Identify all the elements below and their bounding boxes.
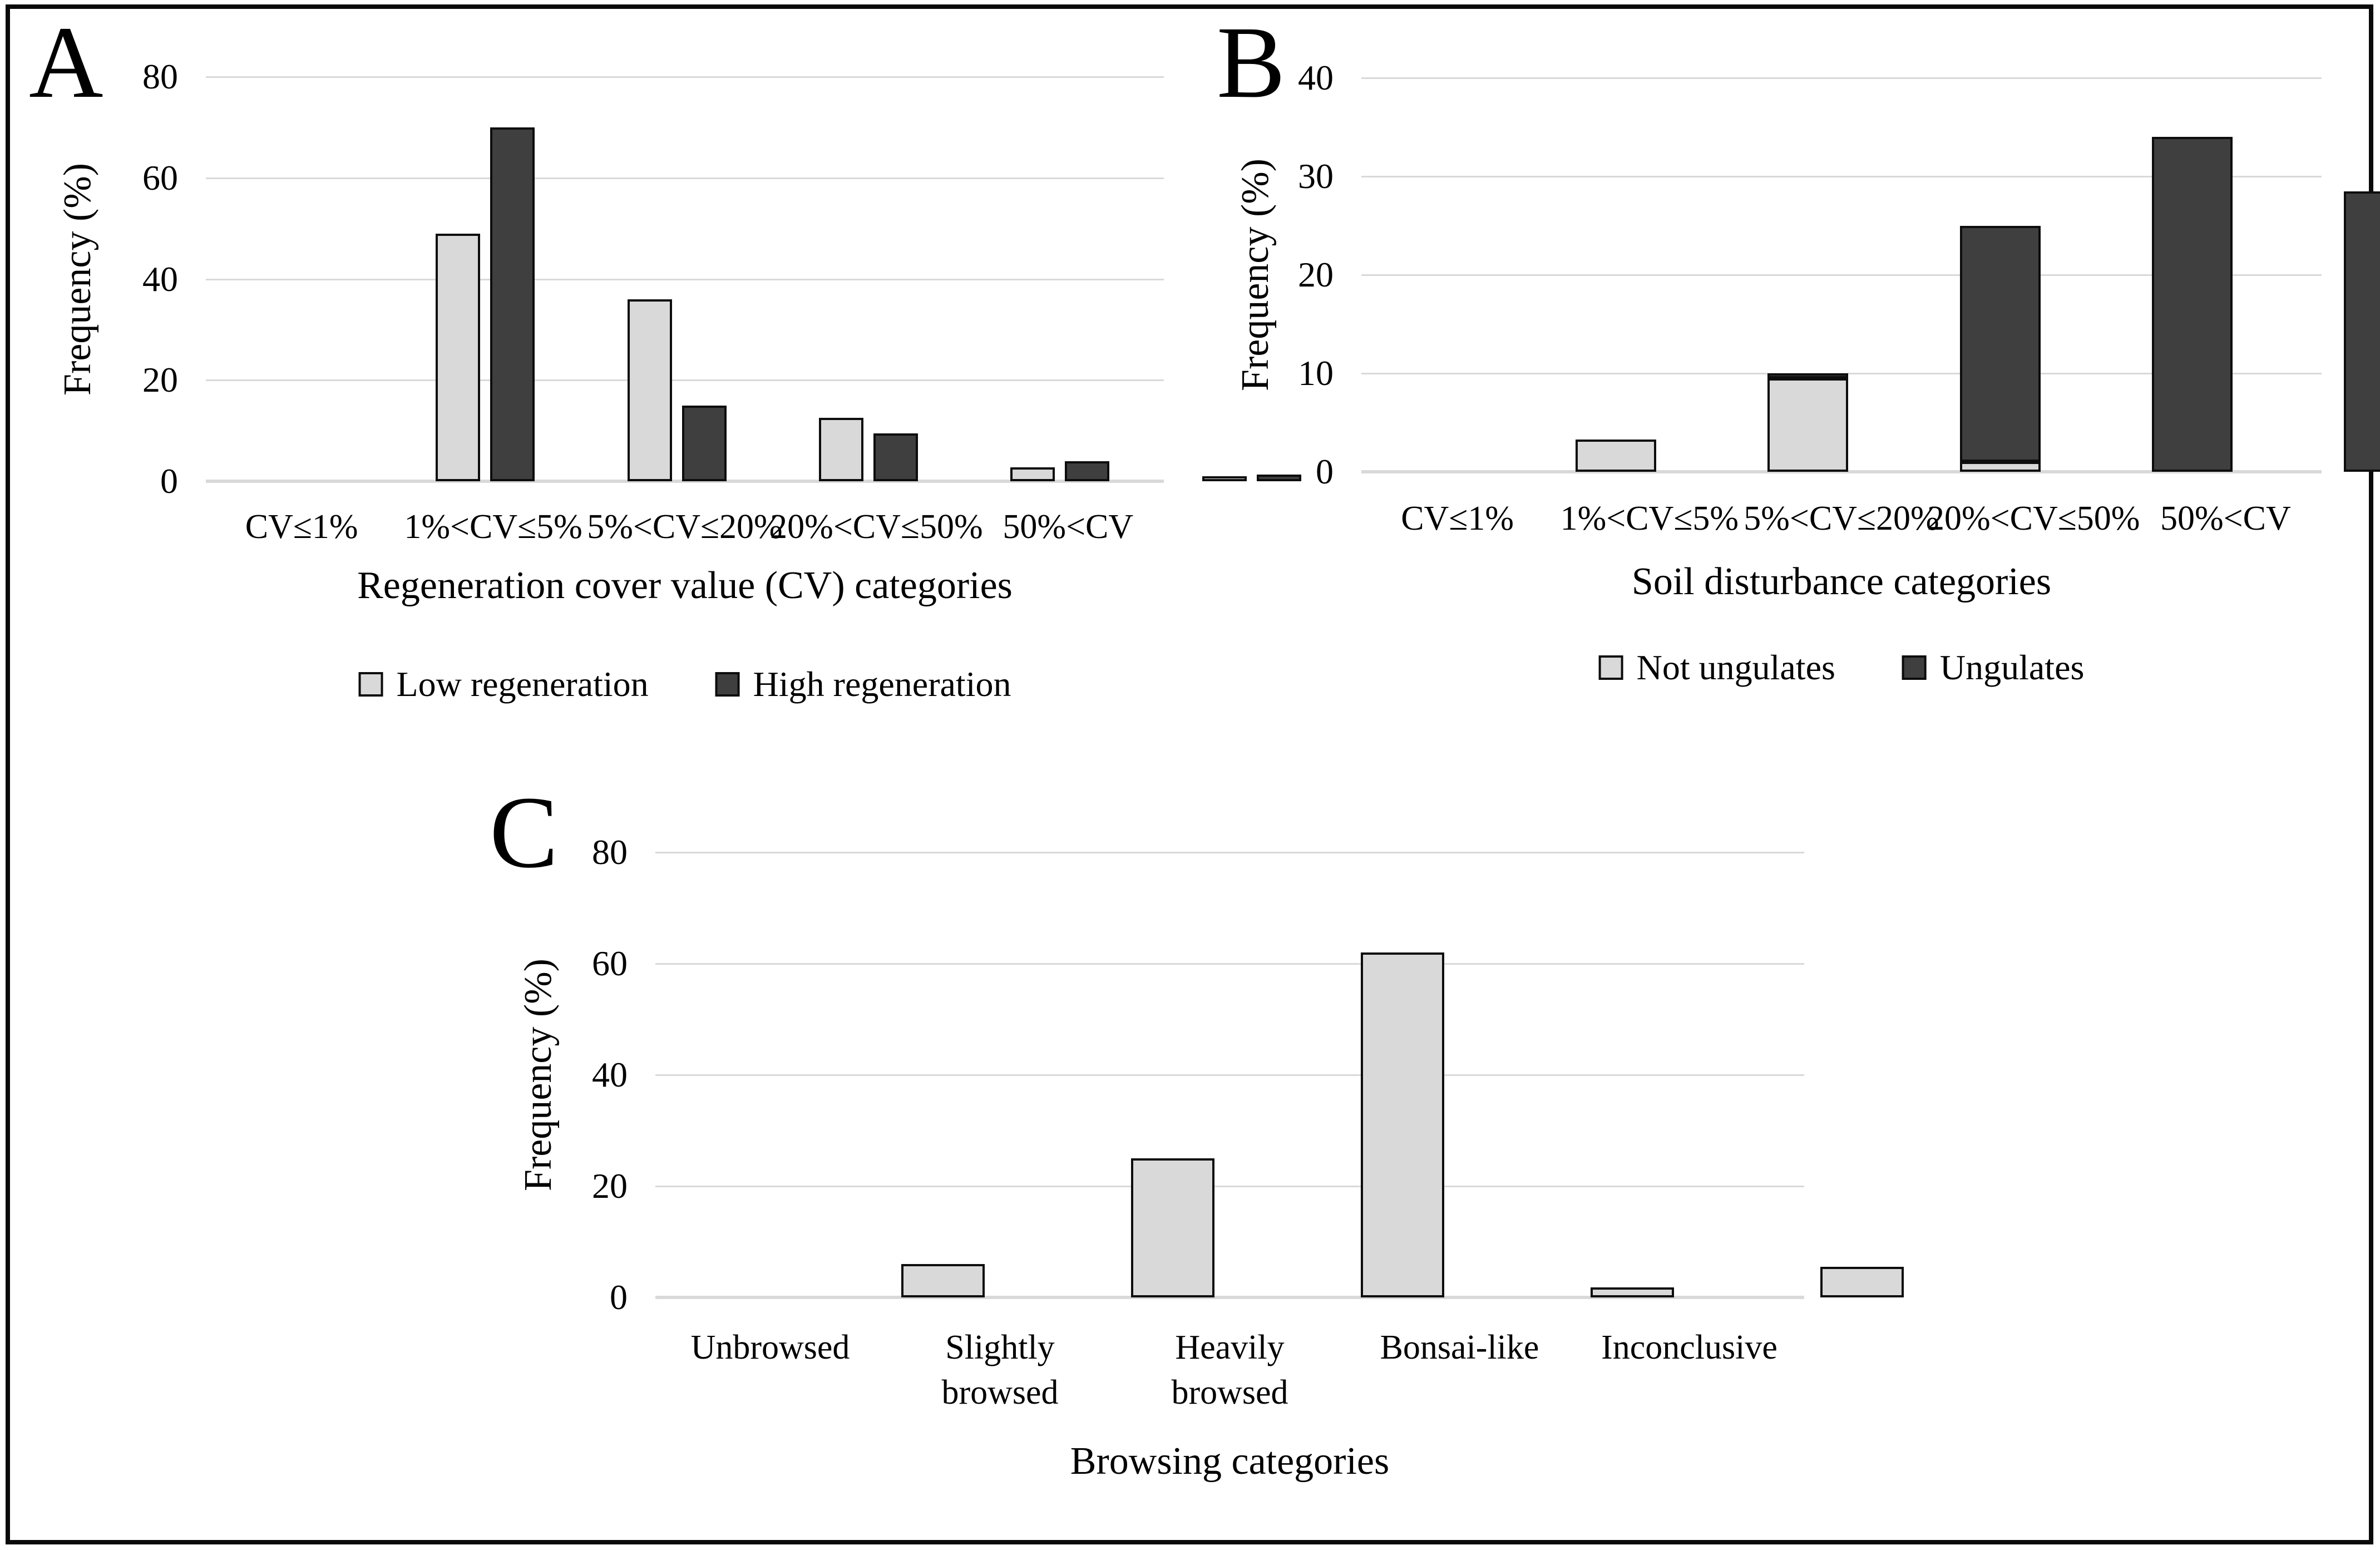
legend-swatch-icon (1902, 655, 1927, 680)
x-tick-label: 50%<CV (1003, 508, 1134, 546)
bar-inconclusive (1820, 1267, 1904, 1297)
y-tick-label: 0 (160, 461, 178, 501)
plot-area-B (1361, 77, 2380, 473)
bar-not-ungulates (1576, 439, 1657, 472)
panel-letter-A: A (29, 6, 103, 120)
y-tick-label: 30 (1298, 156, 1334, 196)
panel-C: C Frequency (%) Browsing categories 0 20 4… (483, 780, 1913, 1542)
bar-heavily-browsed (1360, 952, 1444, 1297)
bar-not-ungulates (1959, 462, 2041, 472)
gridline (206, 177, 1164, 179)
y-tick-label: 40 (592, 1055, 628, 1094)
gridline (655, 963, 1804, 965)
x-axis-title-B: Soil disturbance categories (1631, 560, 2052, 603)
panel-A: A Frequency (%) Regeneration cover value… (22, 6, 1301, 767)
legend-label: Ungulates (1939, 648, 2085, 687)
legend-A: Low regeneration High regeneration (358, 664, 1011, 705)
panel-letter-B: B (1217, 6, 1286, 120)
x-axis-title-A: Regeneration cover value (CV) categories (357, 564, 1013, 607)
y-tick-label: 40 (142, 259, 178, 299)
bar-high-regeneration (1256, 475, 1301, 481)
x-axis-baseline (655, 1296, 1804, 1299)
x-tick-label: Unbrowsed (690, 1329, 850, 1366)
x-tick-label: Heavily browsed (1171, 1329, 1288, 1411)
plot-area-C (655, 852, 1904, 1299)
bar-low-regeneration (436, 233, 481, 481)
bar-high-regeneration (682, 405, 727, 481)
legend-item-low-regeneration: Low regeneration (358, 664, 649, 705)
bar-ungulates (1959, 225, 2041, 462)
bar-high-regeneration (873, 433, 918, 481)
x-tick-label: 20%<CV≤50% (770, 508, 983, 546)
figure-frame: A Frequency (%) Regeneration cover value… (6, 4, 2380, 1544)
x-axis-baseline (206, 480, 1164, 483)
y-tick-label: 0 (1316, 452, 1334, 491)
y-tick-label: 60 (142, 157, 178, 198)
legend-swatch-icon (715, 672, 740, 697)
x-tick-label: 50%<CV (2160, 500, 2291, 537)
plot-area-A (206, 76, 1301, 483)
legend-swatch-icon (1598, 655, 1623, 680)
gridline (655, 1186, 1804, 1187)
gridline (1361, 274, 2322, 276)
bar-high-regeneration (1065, 461, 1110, 481)
x-tick-label: CV≤1% (245, 508, 358, 546)
bar-unbrowsed (901, 1264, 985, 1297)
panel-B: B Frequency (%) Soil disturbance categor… (1203, 6, 2380, 767)
panel-letter-C: C (490, 776, 559, 890)
y-tick-label: 80 (142, 57, 178, 96)
gridline (1361, 176, 2322, 177)
legend-swatch-icon (358, 672, 383, 697)
x-tick-label: 1%<CV≤5% (404, 508, 582, 546)
x-tick-label: CV≤1% (1401, 500, 1514, 537)
x-axis-title-C: Browsing categories (1070, 1440, 1390, 1483)
gridline (206, 379, 1164, 382)
y-tick-label: 10 (1298, 353, 1334, 393)
bar-not-ungulates (1767, 378, 1849, 472)
y-tick-label: 20 (592, 1166, 628, 1206)
legend-label: Not ungulates (1636, 648, 1835, 687)
x-tick-label: Slightly browsed (941, 1329, 1059, 1411)
y-tick-label: 20 (142, 360, 178, 400)
x-tick-label: 5%<CV≤20% (1744, 500, 1939, 537)
gridline (1361, 77, 2322, 79)
bar-low-regeneration (1202, 476, 1247, 481)
legend-B: Not ungulates Ungulates (1598, 647, 2085, 688)
gridline (206, 76, 1164, 78)
x-tick-label: Bonsai-like (1380, 1329, 1539, 1366)
x-tick-label: 20%<CV≤50% (1927, 500, 2140, 537)
y-tick-label: 80 (592, 832, 628, 872)
bar-ungulates (2343, 191, 2380, 472)
legend-item-not-ungulates: Not ungulates (1598, 647, 1835, 688)
bar-high-regeneration (490, 127, 535, 481)
legend-label: Low regeneration (396, 664, 649, 704)
bar-bonsai-like (1590, 1287, 1674, 1297)
bar-ungulates (1767, 373, 1849, 378)
legend-item-high-regeneration: High regeneration (715, 664, 1011, 705)
bar-ungulates (2151, 137, 2233, 472)
legend-label: High regeneration (753, 664, 1011, 704)
gridline (655, 1074, 1804, 1076)
bar-low-regeneration (627, 299, 672, 481)
legend-item-ungulates: Ungulates (1902, 647, 2085, 688)
y-tick-label: 20 (1298, 255, 1334, 294)
x-tick-label: 1%<CV≤5% (1560, 500, 1739, 537)
y-tick-label: 0 (610, 1277, 628, 1317)
y-tick-label: 60 (592, 944, 628, 983)
x-axis-baseline (1361, 470, 2322, 473)
x-tick-label: 5%<CV≤20% (587, 508, 783, 546)
bar-low-regeneration (1010, 467, 1055, 481)
x-tick-label: Inconclusive (1601, 1329, 1777, 1366)
gridline (206, 278, 1164, 280)
bar-low-regeneration (819, 418, 863, 481)
gridline (655, 852, 1804, 853)
bar-slightly-browsed (1130, 1158, 1214, 1297)
y-tick-label: 40 (1298, 58, 1334, 97)
